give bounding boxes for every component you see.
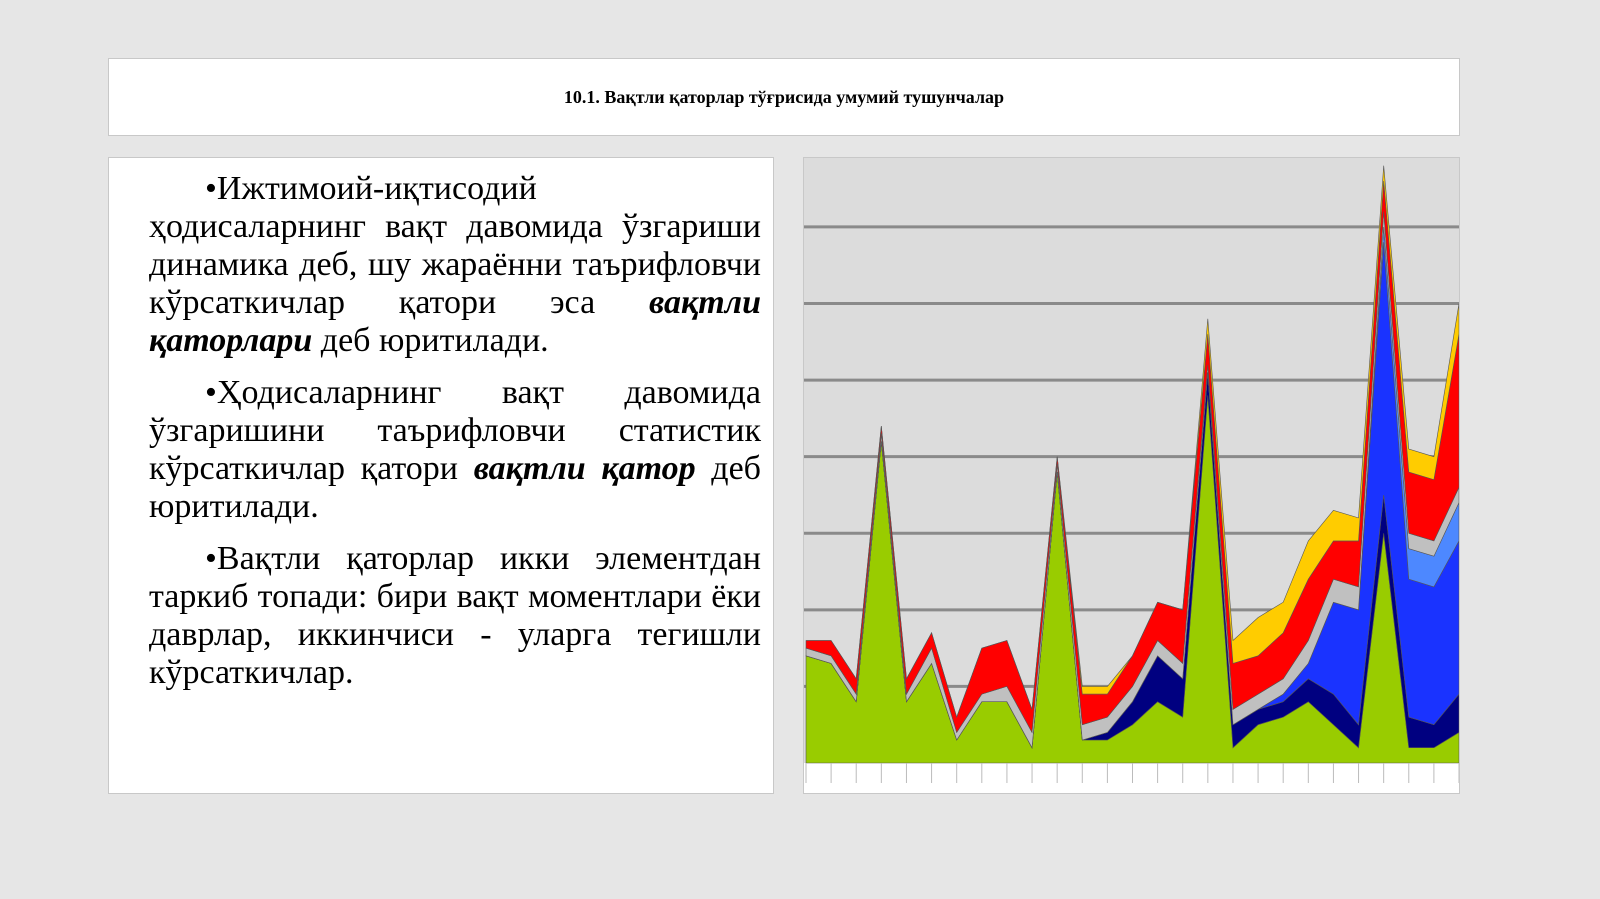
text: деб юритилади. bbox=[149, 450, 761, 525]
text-box: •Ижтимоий-иқтисодий ҳодисаларнинг вақт д… bbox=[108, 157, 774, 794]
chart bbox=[804, 158, 1460, 793]
emphasis: вақтли қатор bbox=[473, 450, 696, 487]
text: •Ижтимоий-иқтисодий ҳодисаларнинг вақт д… bbox=[149, 170, 761, 321]
paragraph: •Ижтимоий-иқтисодий ҳодисаларнинг вақт д… bbox=[149, 170, 761, 360]
title: 10.1. Вақтли қаторлар тўғрисида умумий т… bbox=[563, 86, 1005, 107]
text: деб юритилади. bbox=[312, 322, 549, 359]
paragraph: •Ҳодисаларнинг вақт давомида ўзгаришини … bbox=[149, 374, 761, 526]
paragraph: •Вақтли қаторлар икки элементдан таркиб … bbox=[149, 540, 761, 692]
title-box: 10.1. Вақтли қаторлар тўғрисида умумий т… bbox=[108, 58, 1460, 136]
text: •Ҳодисаларнинг вақт давомида ўзгаришини … bbox=[149, 374, 761, 487]
chart-box bbox=[803, 157, 1460, 794]
x-axis-area bbox=[804, 763, 1459, 793]
emphasis: вақтли қаторлари bbox=[149, 284, 761, 359]
text: •Вақтли қаторлар икки элементдан таркиб … bbox=[149, 540, 761, 691]
